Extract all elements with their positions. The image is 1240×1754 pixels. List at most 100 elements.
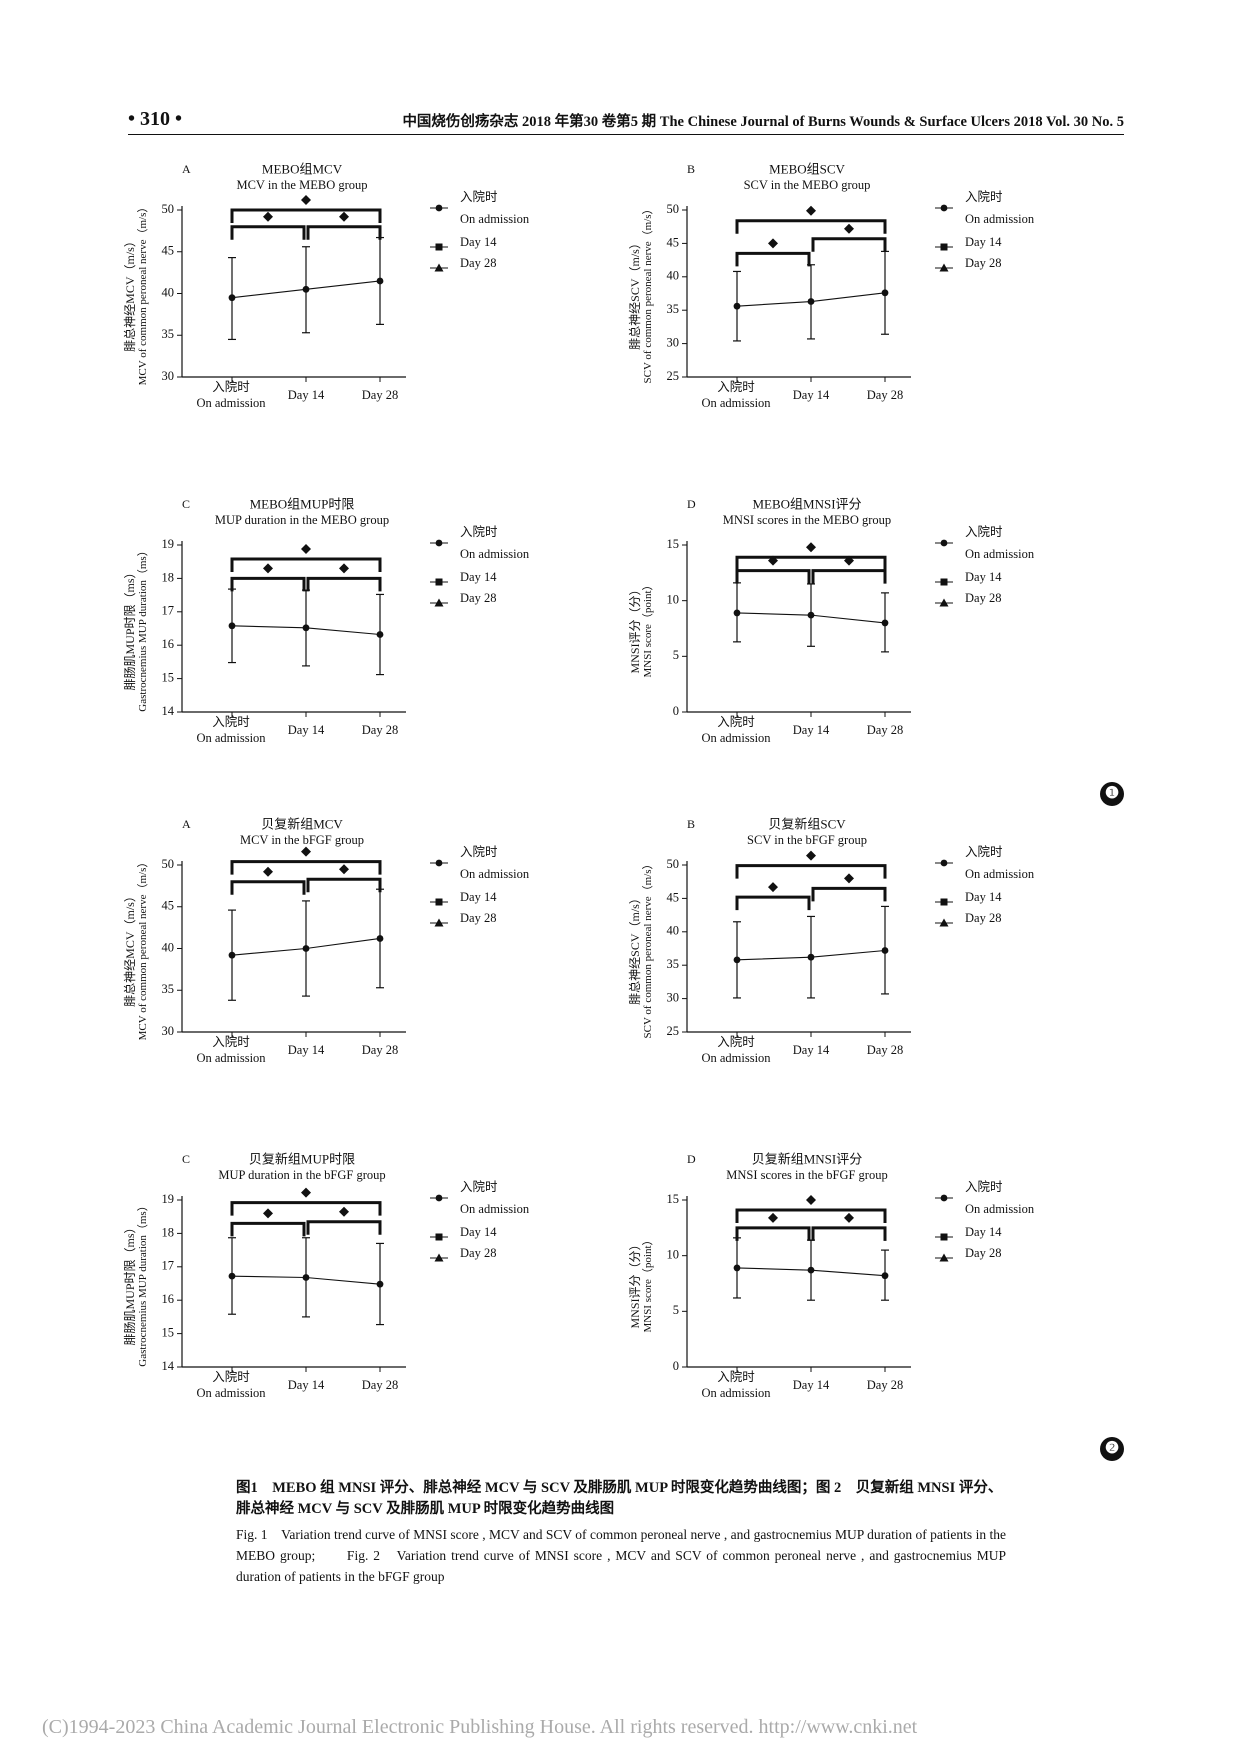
data-point <box>881 1272 889 1280</box>
legend-label: On admission <box>965 1202 1035 1216</box>
data-point <box>807 611 815 619</box>
legend-label: On admission <box>965 547 1035 561</box>
y-tick-label: 19 <box>162 1192 175 1206</box>
x-tick-label: Day 28 <box>867 723 903 737</box>
journal-title: 中国烧伤创疡杂志 2018 年第30 卷第5 期 The Chinese Jou… <box>402 114 1124 130</box>
legend-label: Day 28 <box>965 256 1001 270</box>
legend-label: 入院时 <box>965 525 1003 539</box>
data-point <box>302 624 310 632</box>
x-tick-label-cn: 入院时 <box>212 380 250 394</box>
data-point <box>376 631 384 638</box>
y-tick-label: 40 <box>162 285 175 299</box>
y-tick-label: 17 <box>162 1259 175 1273</box>
y-tick-label: 50 <box>162 857 175 871</box>
significance-diamond <box>301 1187 311 1198</box>
chart-title-cn: MEBO组MNSI评分 <box>752 497 861 512</box>
legend-label: Day 28 <box>965 911 1001 925</box>
legend-label: On admission <box>965 212 1035 226</box>
legend-label: Day 28 <box>460 911 496 925</box>
legend-marker-circle <box>940 859 948 867</box>
y-tick-label: 15 <box>667 537 680 551</box>
legend-marker-triangle <box>939 263 949 272</box>
legend-marker-square <box>435 578 443 586</box>
legend-marker-circle <box>940 204 948 212</box>
legend-marker-triangle <box>939 918 949 927</box>
chart-title-cn: 贝复新组MNSI评分 <box>752 1152 863 1167</box>
significance-bracket <box>230 880 306 895</box>
data-point <box>733 956 741 964</box>
significance-bracket <box>735 1208 887 1224</box>
x-tick-label: Day 28 <box>867 1043 903 1057</box>
legend-marker-circle <box>435 204 443 212</box>
legend-marker-circle <box>940 1194 948 1202</box>
chart-title-en: MNSI scores in the bFGF group <box>726 1168 887 1182</box>
y-tick-label: 0 <box>673 704 679 718</box>
chart-title-en: MUP duration in the bFGF group <box>218 1168 385 1182</box>
legend-label: Day 28 <box>965 1246 1001 1260</box>
y-tick-label: 50 <box>667 202 680 216</box>
y-tick-label: 35 <box>162 327 175 341</box>
significance-diamond <box>263 866 273 877</box>
y-tick-label: 35 <box>667 957 680 971</box>
significance-bracket <box>735 864 887 879</box>
significance-diamond <box>806 850 816 861</box>
legend-label: 入院时 <box>460 1180 498 1194</box>
significance-bracket <box>230 557 382 573</box>
significance-diamond <box>806 205 816 216</box>
legend-label: Day 14 <box>965 570 1002 584</box>
significance-diamond <box>768 238 778 249</box>
significance-bracket <box>735 1226 811 1241</box>
legend-marker-circle <box>940 539 948 547</box>
legend-label: 入院时 <box>965 190 1003 204</box>
y-tick-label: 30 <box>162 1024 175 1038</box>
legend-label: Day 14 <box>965 890 1002 904</box>
legend-marker-triangle <box>939 1253 949 1262</box>
data-point <box>733 609 741 617</box>
y-axis-label-en: SCV of common peroneal nerve（m/s） <box>641 858 654 1038</box>
legend-label: Day 14 <box>460 235 497 249</box>
legend-label: Day 14 <box>460 890 497 904</box>
panel-letter: D <box>687 1152 696 1166</box>
legend-marker-square <box>435 243 443 251</box>
significance-diamond <box>339 864 349 875</box>
x-tick-label-cn: 入院时 <box>717 715 755 729</box>
y-tick-label: 15 <box>667 1192 680 1206</box>
x-tick-label: Day 14 <box>793 388 830 402</box>
significance-bracket <box>230 1201 382 1216</box>
data-point <box>228 951 236 959</box>
legend-label: 入院时 <box>460 525 498 539</box>
data-point <box>733 1264 741 1272</box>
data-point <box>881 289 889 297</box>
y-tick-label: 45 <box>162 244 175 258</box>
figure-caption-en: Fig. 1 Variation trend curve of MNSI sco… <box>236 1527 1006 1584</box>
legend-marker-square <box>940 1233 948 1241</box>
y-tick-label: 5 <box>673 1303 679 1317</box>
chart-title-en: MCV in the MEBO group <box>236 178 367 192</box>
legend-marker-triangle <box>434 918 444 927</box>
y-tick-label: 25 <box>667 1024 680 1038</box>
legend-marker-square <box>940 243 948 251</box>
y-axis-label-en: Gastrocnemius MUP duration（ms） <box>136 1200 149 1366</box>
x-tick-label-cn: 入院时 <box>212 1370 250 1384</box>
legend-label: On admission <box>460 547 530 561</box>
significance-diamond <box>844 223 854 234</box>
x-tick-label: Day 14 <box>288 1378 325 1392</box>
y-tick-label: 40 <box>667 269 680 283</box>
significance-diamond <box>339 211 349 222</box>
legend-marker-triangle <box>434 1253 444 1262</box>
y-tick-label: 50 <box>667 857 680 871</box>
x-tick-label: Day 14 <box>288 388 325 402</box>
legend-label: Day 14 <box>965 1225 1002 1239</box>
figure-caption-cn: 图1 MEBO 组 MNSI 评分、腓总神经 MCV 与 SCV 及腓肠肌 MU… <box>236 1480 1003 1517</box>
y-tick-label: 45 <box>162 899 175 913</box>
legend-label: 入院时 <box>460 190 498 204</box>
chart-title-en: MNSI scores in the MEBO group <box>723 513 891 527</box>
y-tick-label: 30 <box>667 335 680 349</box>
legend-marker-circle <box>435 1194 443 1202</box>
legend-label: Day 14 <box>965 235 1002 249</box>
y-tick-label: 18 <box>162 1225 175 1239</box>
